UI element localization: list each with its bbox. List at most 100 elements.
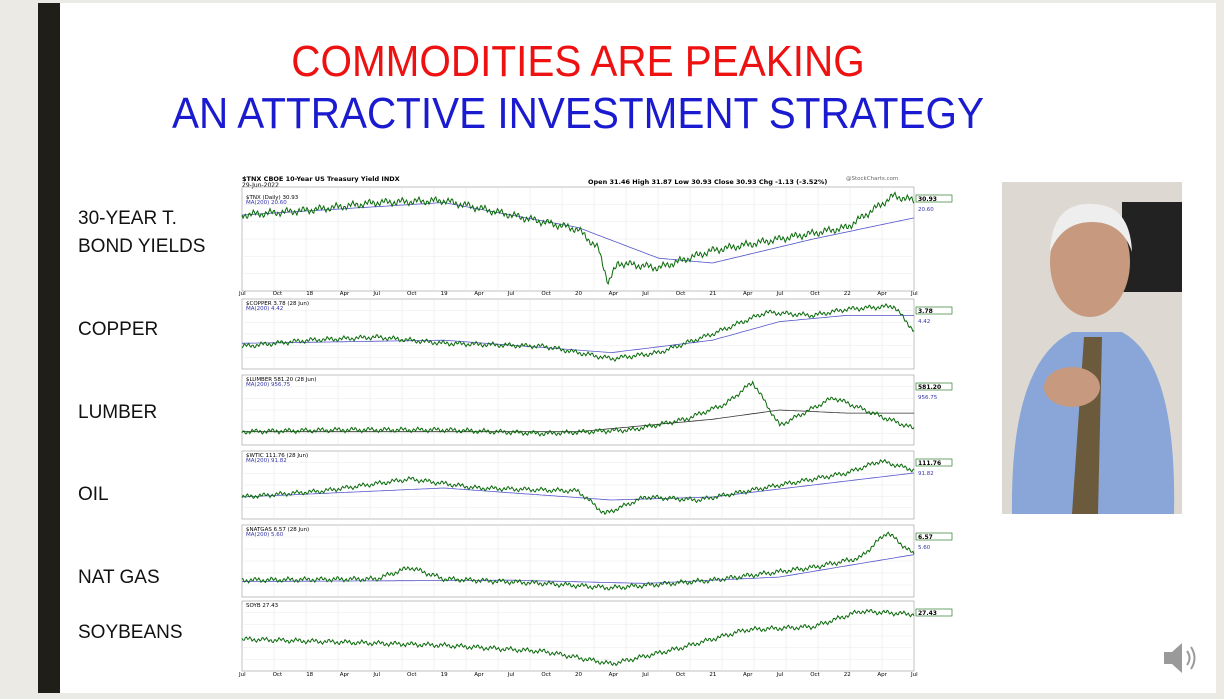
last-box xyxy=(915,306,953,315)
speaker xyxy=(1164,643,1182,673)
row-label: 30-YEAR T. xyxy=(78,208,177,229)
x-label: Apr xyxy=(340,672,350,678)
panel-name: $COPPER 3.78 (28 Jun) xyxy=(246,301,309,307)
x-label: Oct xyxy=(676,291,686,297)
price-line xyxy=(241,531,915,591)
chart-header: $TNX CBOE 10-Year US Treasury Yield INDX xyxy=(242,175,400,183)
x-label: Apr xyxy=(474,672,484,678)
price-line xyxy=(241,303,915,363)
chart-image: $TNX CBOE 10-Year US Treasury Yield INDX… xyxy=(228,173,958,679)
x-label: Apr xyxy=(877,672,887,678)
x-label: 21 xyxy=(709,291,716,297)
audio-icon[interactable] xyxy=(1160,639,1200,677)
ma-line xyxy=(241,472,915,501)
x-label: Apr xyxy=(609,672,619,678)
x-label: Jul xyxy=(507,672,515,678)
x-label: Oct xyxy=(541,291,551,297)
panel-name: $NATGAS 6.57 (28 Jun) xyxy=(246,527,309,533)
ma-line xyxy=(241,202,915,264)
x-label: Jul xyxy=(507,291,515,297)
x-label: Apr xyxy=(743,672,753,678)
row-label: NAT GAS xyxy=(78,567,160,588)
ma-last-label: 91.82 xyxy=(918,471,934,477)
last-label: 581.20 xyxy=(918,384,941,391)
side-bar xyxy=(38,3,60,693)
x-label: 20 xyxy=(575,291,582,297)
x-label: Jul xyxy=(238,291,246,297)
x-label: 18 xyxy=(306,291,313,297)
x-label: Oct xyxy=(541,672,551,678)
price-line xyxy=(241,608,915,667)
panel-ma: MA(200) 5.60 xyxy=(246,532,284,538)
x-label: Apr xyxy=(609,291,619,297)
x-label: Oct xyxy=(273,291,283,297)
ma-last-label: 20.60 xyxy=(918,207,934,213)
x-label: 19 xyxy=(441,291,448,297)
row-label: OIL xyxy=(78,484,109,505)
panel-name: $LUMBER 581.20 (28 Jun) xyxy=(246,377,317,383)
sound-waves xyxy=(1186,646,1196,670)
last-box xyxy=(915,608,953,617)
panel-name: $TNX (Daily) 30.93 xyxy=(246,195,299,201)
last-box xyxy=(915,532,953,541)
title: COMMODITIES ARE PEAKING xyxy=(291,37,865,86)
panel-ma: MA(200) 4.42 xyxy=(246,306,283,312)
x-label: Oct xyxy=(810,291,820,297)
panel-name: $WTIC 111.76 (28 Jun) xyxy=(246,453,308,459)
x-label: Apr xyxy=(340,291,350,297)
x-label: 20 xyxy=(575,672,582,678)
row-label: BOND YIELDS xyxy=(78,236,206,257)
price-line xyxy=(241,458,915,516)
x-label: Oct xyxy=(810,672,820,678)
x-label: 21 xyxy=(709,672,716,678)
last-label: 6.57 xyxy=(918,534,933,541)
head xyxy=(1050,207,1130,317)
chart-source: @StockCharts.com xyxy=(846,176,898,182)
x-label: Apr xyxy=(743,291,753,297)
last-label: 111.76 xyxy=(918,460,941,467)
x-label: Jul xyxy=(238,672,246,678)
x-label: 18 xyxy=(306,672,313,678)
price-line xyxy=(241,191,915,286)
panel-name: SOYB 27.43 xyxy=(246,603,279,609)
price-line xyxy=(241,380,915,437)
ma-last-label: 4.42 xyxy=(918,319,930,325)
x-label: Jul xyxy=(776,672,784,678)
last-box xyxy=(915,194,953,203)
last-label: 3.78 xyxy=(918,308,933,315)
x-label: Jul xyxy=(372,672,380,678)
x-label: 19 xyxy=(441,672,448,678)
title: AN ATTRACTIVE INVESTMENT STRATEGY xyxy=(172,89,984,138)
hair xyxy=(1050,203,1132,252)
x-label: Oct xyxy=(407,672,417,678)
x-label: Apr xyxy=(474,291,484,297)
last-label: 27.43 xyxy=(918,610,937,617)
x-label: Oct xyxy=(273,672,283,678)
x-label: Apr xyxy=(877,291,887,297)
panel-ma: MA(200) 91.82 xyxy=(246,458,287,464)
slide: COMMODITIES ARE PEAKING AN ATTRACTIVE IN… xyxy=(38,3,1216,693)
row-label: SOYBEANS xyxy=(78,622,183,643)
x-label: Jul xyxy=(641,291,649,297)
x-label: Jul xyxy=(372,291,380,297)
x-label: 22 xyxy=(844,672,851,678)
row-label: LUMBER xyxy=(78,402,158,423)
last-box xyxy=(915,458,953,467)
x-label: Jul xyxy=(776,291,784,297)
ma-last-label: 956.75 xyxy=(918,395,938,401)
last-box xyxy=(915,382,953,391)
panel-ma: MA(200) 956.75 xyxy=(246,382,291,388)
x-label: Oct xyxy=(407,291,417,297)
chart-date: 29-Jun-2022 xyxy=(242,182,279,189)
backdrop-text xyxy=(1122,202,1182,292)
ma-last-label: 5.60 xyxy=(918,545,931,551)
ma-line xyxy=(242,554,915,584)
x-label: Jul xyxy=(641,672,649,678)
row-label: COPPER xyxy=(78,319,159,340)
photo xyxy=(1002,182,1182,514)
last-label: 30.93 xyxy=(918,196,937,203)
x-label: Jul xyxy=(910,672,918,678)
x-label: Oct xyxy=(676,672,686,678)
chart-bg xyxy=(228,173,958,679)
